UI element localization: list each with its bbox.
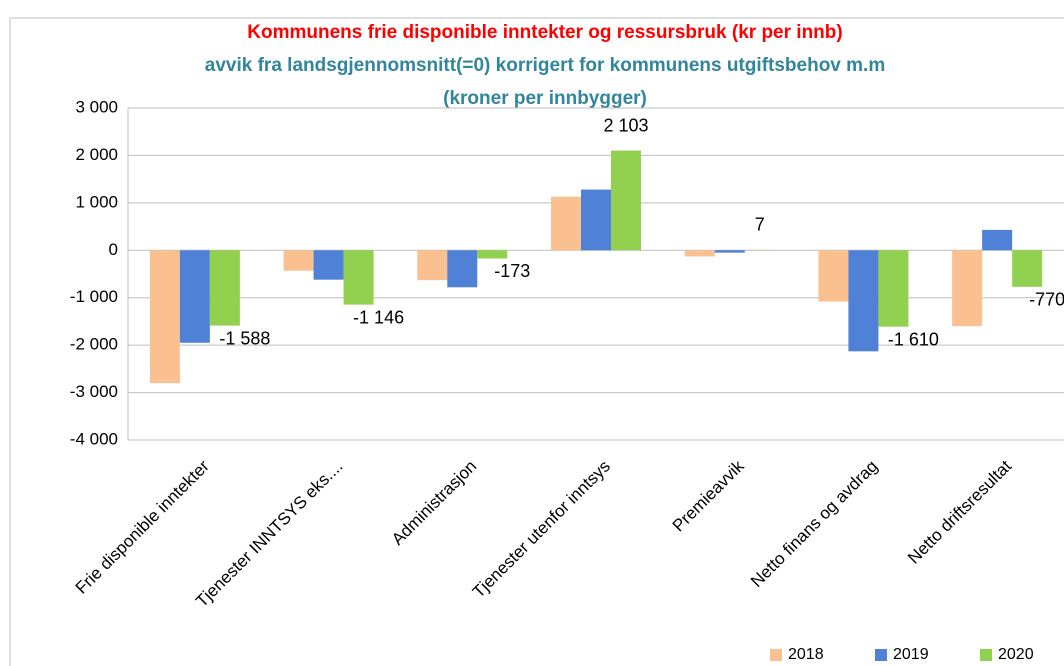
y-tick-label: 3 000 [75, 97, 118, 116]
bar [878, 250, 909, 327]
bar [283, 250, 314, 271]
data-label: 2 103 [603, 115, 648, 135]
data-label: -173 [494, 261, 530, 281]
y-tick-label: -4 000 [70, 429, 118, 448]
data-label: -1 610 [888, 329, 939, 349]
bar [417, 250, 448, 281]
bar [179, 250, 210, 343]
bar [447, 250, 478, 288]
y-tick-label: 1 000 [75, 192, 118, 211]
bar [551, 196, 581, 251]
data-label: -1 588 [219, 328, 270, 348]
chart-subtitle: avvik fra landsgjennomsnitt(=0) korriger… [205, 55, 885, 76]
legend-label: 2018 [788, 646, 824, 663]
x-tick-label: Tjenester INNTSYS eks.... [192, 457, 346, 611]
bar [1012, 250, 1043, 287]
data-label: 7 [755, 215, 765, 235]
chart-border [9, 17, 1064, 666]
data-label: -770 [1029, 290, 1064, 310]
y-tick-label: 2 000 [75, 145, 118, 164]
bar [684, 250, 715, 257]
legend-label: 2019 [893, 646, 929, 663]
x-tick-label: Tjenester utenfor inntsys [469, 457, 614, 602]
bar [343, 250, 374, 305]
legend-swatch [875, 649, 887, 661]
bar [313, 250, 344, 280]
legend-swatch [980, 649, 992, 661]
x-tick-label: Netto finans og avdrag [747, 457, 881, 591]
bar [611, 150, 641, 251]
x-tick-label: Frie disponible inntekter [72, 456, 213, 597]
bar [581, 189, 611, 251]
data-label: -1 146 [353, 307, 404, 327]
bar [952, 250, 983, 327]
x-tick-label: Administrasjon [388, 457, 480, 549]
bar [149, 250, 180, 384]
y-tick-label: 0 [109, 240, 118, 259]
bar [477, 250, 508, 259]
y-tick-label: -1 000 [70, 287, 118, 306]
x-tick-label: Netto driftsresultat [904, 456, 1015, 567]
x-tick-label: Premieavvik [669, 456, 748, 535]
bar [982, 229, 1013, 251]
chart-subtitle: (kroner per innbygger) [443, 88, 647, 109]
bar [818, 250, 849, 302]
y-tick-label: -2 000 [70, 335, 118, 354]
legend-swatch [770, 649, 782, 661]
bar [848, 250, 879, 352]
y-tick-label: -3 000 [70, 382, 118, 401]
bar [209, 250, 240, 326]
chart-title: Kommunens frie disponible inntekter og r… [247, 22, 842, 43]
bar [714, 250, 745, 253]
legend-label: 2020 [998, 646, 1034, 663]
